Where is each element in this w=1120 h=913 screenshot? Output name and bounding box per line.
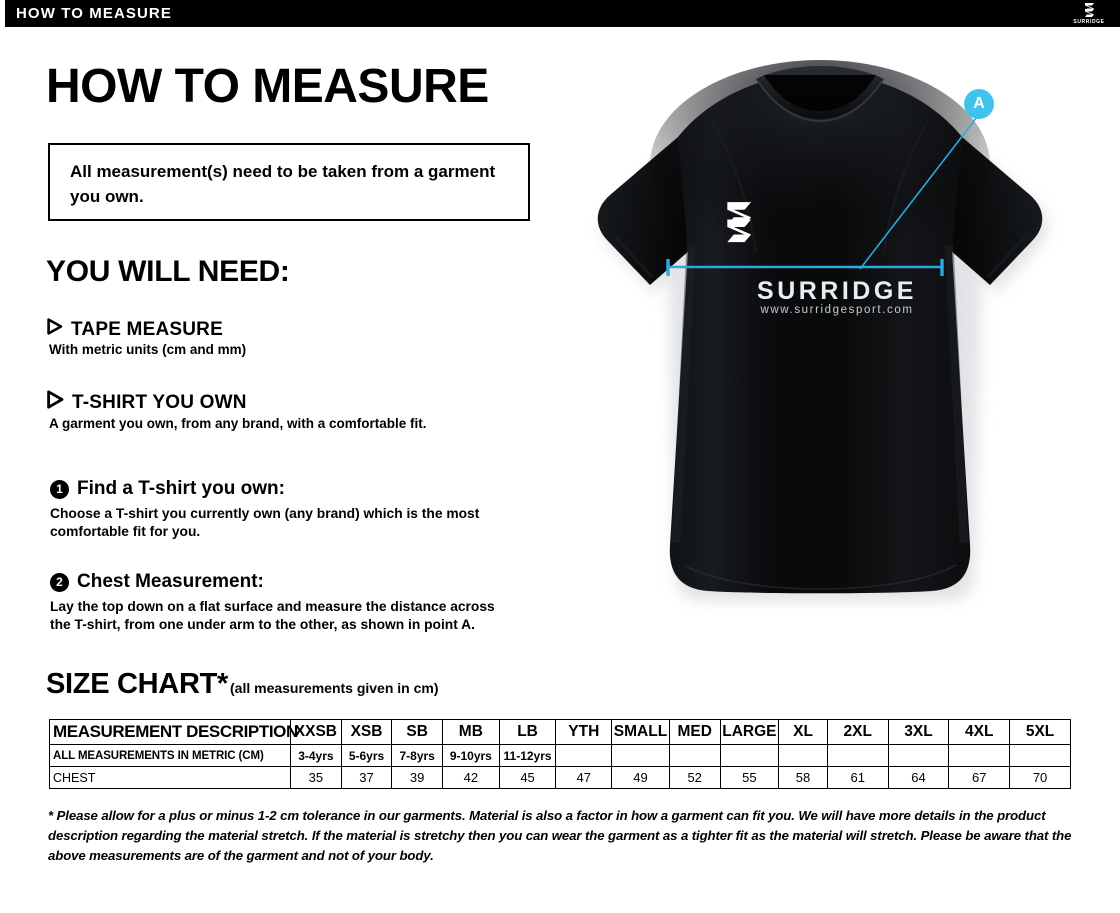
table-header-size: XL	[778, 719, 828, 745]
table-cell: 64	[887, 766, 950, 789]
step-number-badge: 2	[50, 572, 69, 592]
table-cell: 45	[498, 766, 557, 789]
table-cell	[668, 744, 721, 767]
surridge-s-logo-icon	[1083, 2, 1096, 18]
table-cell: 70	[1009, 766, 1071, 789]
table-row: ALL MEASUREMENTS IN METRIC (CM) 3-4yrs 5-6…	[48, 744, 1071, 767]
table-cell	[555, 744, 613, 767]
table-cell	[1009, 744, 1071, 767]
step-title: Find a T-shirt you own:	[77, 478, 285, 499]
table-row-header: MEASUREMENT DESCRIPTION XXSB XSB SB MB LB YTH S…	[48, 719, 1071, 745]
table-cell: 58	[778, 766, 828, 789]
table-cell: 47	[555, 766, 613, 789]
measurement-marker-a: A	[964, 89, 994, 119]
surridge-logo-wordmark: SURRIDGE	[1073, 19, 1105, 25]
surridge-logo: SURRIDGE	[1066, 1, 1112, 26]
table-header-size: LB	[498, 719, 557, 745]
table-row-label: CHEST	[48, 766, 292, 789]
footnote-disclaimer: * Please allow for a plus or minus 1-2 c…	[48, 808, 1072, 864]
need-item-title: TAPE MEASURE	[71, 318, 223, 340]
need-item-title: T-SHIRT YOU OWN	[72, 391, 247, 413]
table-cell: 5-6yrs	[340, 744, 393, 767]
you-will-need-heading: YOU WILL NEED:	[46, 255, 290, 288]
table-cell: 37	[340, 766, 393, 789]
table-header-size: MED	[668, 719, 721, 745]
table-row-label: ALL MEASUREMENTS IN METRIC (CM)	[48, 744, 292, 767]
table-header-size: 2XL	[826, 719, 889, 745]
table-cell: 42	[441, 766, 500, 789]
table-cell: 11-12yrs	[498, 744, 557, 767]
table-header-size: MB	[441, 719, 500, 745]
notice-text: All measurement(s) need to be taken from…	[70, 162, 496, 206]
table-header-size: XSB	[340, 719, 393, 745]
table-cell: 35	[290, 766, 342, 789]
header-accent-stripe	[0, 0, 5, 27]
step-number-badge: 1	[50, 479, 69, 499]
table-header-size: 5XL	[1009, 719, 1071, 745]
table-header-size: XXSB	[290, 719, 342, 745]
table-cell: 52	[668, 766, 721, 789]
notice-box: All measurement(s) need to be taken from…	[48, 143, 530, 221]
size-chart-heading: SIZE CHART* (all measurements given in c…	[46, 668, 439, 701]
step-body: Lay the top down on a flat surface and m…	[50, 599, 495, 633]
table-header-size: 4XL	[948, 719, 1011, 745]
need-item-header: T-SHIRT YOU OWN	[46, 390, 427, 415]
table-cell: 7-8yrs	[391, 744, 443, 767]
table-cell: 67	[948, 766, 1011, 789]
table-header-size: LARGE	[719, 719, 780, 745]
table-cell	[611, 744, 670, 767]
table-cell	[778, 744, 828, 767]
table-header-description: MEASUREMENT DESCRIPTION	[48, 719, 298, 745]
table-cell	[887, 744, 950, 767]
app-header-bar: HOW TO MEASURE SURRIDGE	[0, 0, 1120, 27]
table-cell: 55	[719, 766, 780, 789]
size-chart-title: SIZE CHART*	[46, 668, 228, 700]
need-item-tshirt-you-own: T-SHIRT YOU OWN A garment you own, from …	[46, 390, 427, 431]
table-cell: 9-10yrs	[441, 744, 500, 767]
table-cell	[719, 744, 780, 767]
table-cell	[826, 744, 889, 767]
triangle-bullet-icon	[46, 318, 63, 341]
table-row: CHEST 35 37 39 42 45 47 49 52 55 58 61 64 67 70	[48, 766, 1071, 789]
size-chart-table: MEASUREMENT DESCRIPTION XXSB XSB SB MB LB YTH S…	[48, 719, 1071, 789]
step-1: 1 Find a T-shirt you own: Choose a T-shi…	[50, 478, 479, 542]
table-cell	[948, 744, 1011, 767]
table-cell: 39	[391, 766, 443, 789]
size-chart-note: (all measurements given in cm)	[230, 680, 439, 696]
need-item-subtitle: With metric units (cm and mm)	[49, 342, 247, 357]
table-header-size: 3XL	[887, 719, 950, 745]
table-header-size: SMALL	[611, 719, 670, 745]
step-2-header: 2 Chest Measurement:	[50, 571, 495, 593]
step-2: 2 Chest Measurement: Lay the top down on…	[50, 571, 495, 635]
step-body: Choose a T-shirt you currently own (any …	[50, 506, 480, 540]
table-header-size: YTH	[555, 719, 613, 745]
triangle-bullet-icon	[46, 390, 64, 415]
need-item-header: TAPE MEASURE	[46, 318, 246, 341]
header-title: HOW TO MEASURE	[16, 5, 172, 22]
page-title: HOW TO MEASURE	[46, 60, 489, 113]
tshirt-illustration: SURRIDGE www.surridgesport.com A	[560, 45, 1080, 660]
step-1-header: 1 Find a T-shirt you own:	[50, 478, 479, 500]
need-item-tape-measure: TAPE MEASURE With metric units (cm and m…	[46, 318, 246, 357]
table-cell: 3-4yrs	[290, 744, 342, 767]
table-cell: 61	[826, 766, 889, 789]
need-item-subtitle: A garment you own, from any brand, with …	[49, 416, 427, 431]
table-cell: 49	[611, 766, 670, 789]
step-title: Chest Measurement:	[77, 571, 264, 592]
table-header-size: SB	[391, 719, 443, 745]
